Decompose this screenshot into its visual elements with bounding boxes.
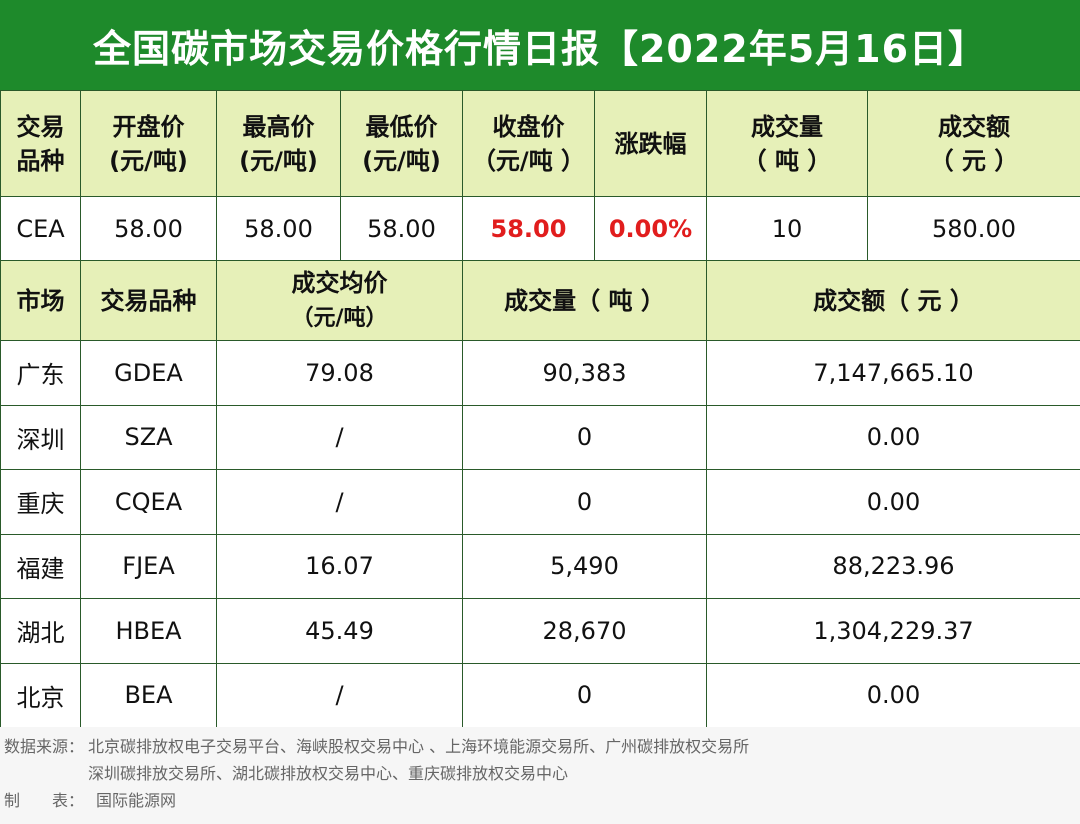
regional-header-row: 市场 交易品种 成交均价 （元/吨） 成交量（ 吨 ） 成交额（ 元 ） xyxy=(0,260,1080,341)
header-market: 市场 xyxy=(0,260,81,341)
volume: 0 xyxy=(462,662,707,728)
header-trade-variety: 交易品种 xyxy=(80,260,217,341)
cea-change: 0.00% xyxy=(594,196,707,261)
regional-market-table: 市场 交易品种 成交均价 （元/吨） 成交量（ 吨 ） 成交额（ 元 ） 广东 G… xyxy=(0,260,1080,728)
source-label: 数据来源： xyxy=(4,737,85,756)
source-line-1: 北京碳排放权电子交易平台、海峡股权交易中心 、上海环境能源交易所、广州碳排放权交… xyxy=(88,737,750,756)
amount: 88,223.96 xyxy=(706,533,1080,599)
volume: 5,490 xyxy=(462,533,707,599)
avg-price: / xyxy=(216,404,463,470)
avg-price: 45.49 xyxy=(216,598,463,664)
market-name: 深圳 xyxy=(0,404,81,470)
table-row: 北京 BEA / 0 0.00 xyxy=(0,662,1080,728)
header-amount: 成交额（ 元 ） xyxy=(867,90,1080,197)
header-regional-amount: 成交额（ 元 ） xyxy=(706,260,1080,341)
table-row: 重庆 CQEA / 0 0.00 xyxy=(0,469,1080,535)
cea-low: 58.00 xyxy=(340,196,463,261)
cea-volume: 10 xyxy=(706,196,868,261)
header-regional-volume: 成交量（ 吨 ） xyxy=(462,260,707,341)
cea-data-row: CEA 58.00 58.00 58.00 58.00 0.00% 10 580… xyxy=(0,196,1080,261)
header-open-price: 开盘价 (元/吨) xyxy=(80,90,217,197)
amount: 1,304,229.37 xyxy=(706,598,1080,664)
table-row: 广东 GDEA 79.08 90,383 7,147,665.10 xyxy=(0,340,1080,406)
variety-code: FJEA xyxy=(80,533,217,599)
cea-high: 58.00 xyxy=(216,196,341,261)
header-close-price: 收盘价 （元/吨 ） xyxy=(462,90,595,197)
variety-code: BEA xyxy=(80,662,217,728)
avg-price: / xyxy=(216,469,463,535)
footer-notes: 数据来源： 北京碳排放权电子交易平台、海峡股权交易中心 、上海环境能源交易所、广… xyxy=(0,727,1080,824)
maker-name: 国际能源网 xyxy=(96,791,177,810)
avg-price: 79.08 xyxy=(216,340,463,406)
volume: 90,383 xyxy=(462,340,707,406)
table-row: 湖北 HBEA 45.49 28,670 1,304,229.37 xyxy=(0,598,1080,664)
volume: 0 xyxy=(462,469,707,535)
amount: 0.00 xyxy=(706,404,1080,470)
cea-variety: CEA xyxy=(0,196,81,261)
market-name: 重庆 xyxy=(0,469,81,535)
amount: 7,147,665.10 xyxy=(706,340,1080,406)
volume: 0 xyxy=(462,404,707,470)
volume: 28,670 xyxy=(462,598,707,664)
table-row: 深圳 SZA / 0 0.00 xyxy=(0,404,1080,470)
variety-code: CQEA xyxy=(80,469,217,535)
market-name: 北京 xyxy=(0,662,81,728)
cea-open: 58.00 xyxy=(80,196,217,261)
amount: 0.00 xyxy=(706,469,1080,535)
header-avg-price: 成交均价 （元/吨） xyxy=(216,260,463,341)
maker-label: 制 表： xyxy=(4,791,85,810)
cea-header-row: 交易 品种 开盘价 (元/吨) 最高价 (元/吨) 最低价 (元/吨) 收盘价 （元/吨 … xyxy=(0,90,1080,197)
avg-price: 16.07 xyxy=(216,533,463,599)
cea-price-table: 交易 品种 开盘价 (元/吨) 最高价 (元/吨) 最低价 (元/吨) 收盘价 （元/吨 … xyxy=(0,90,1080,261)
cea-amount: 580.00 xyxy=(867,196,1080,261)
market-name: 湖北 xyxy=(0,598,81,664)
header-volume: 成交量（ 吨 ） xyxy=(706,90,868,197)
variety-code: SZA xyxy=(80,404,217,470)
header-low-price: 最低价 (元/吨) xyxy=(340,90,463,197)
header-high-price: 最高价 (元/吨) xyxy=(216,90,341,197)
page-title: 全国碳市场交易价格行情日报【2022年5月16日】 xyxy=(0,0,1080,90)
cea-close: 58.00 xyxy=(462,196,595,261)
avg-price: / xyxy=(216,662,463,728)
header-variety: 交易 品种 xyxy=(0,90,81,197)
market-name: 福建 xyxy=(0,533,81,599)
source-line-2: 深圳碳排放交易所、湖北碳排放权交易中心、重庆碳排放权交易中心 xyxy=(88,764,569,783)
variety-code: GDEA xyxy=(80,340,217,406)
market-name: 广东 xyxy=(0,340,81,406)
variety-code: HBEA xyxy=(80,598,217,664)
table-row: 福建 FJEA 16.07 5,490 88,223.96 xyxy=(0,533,1080,599)
amount: 0.00 xyxy=(706,662,1080,728)
header-change: 涨跌幅 xyxy=(594,90,707,197)
